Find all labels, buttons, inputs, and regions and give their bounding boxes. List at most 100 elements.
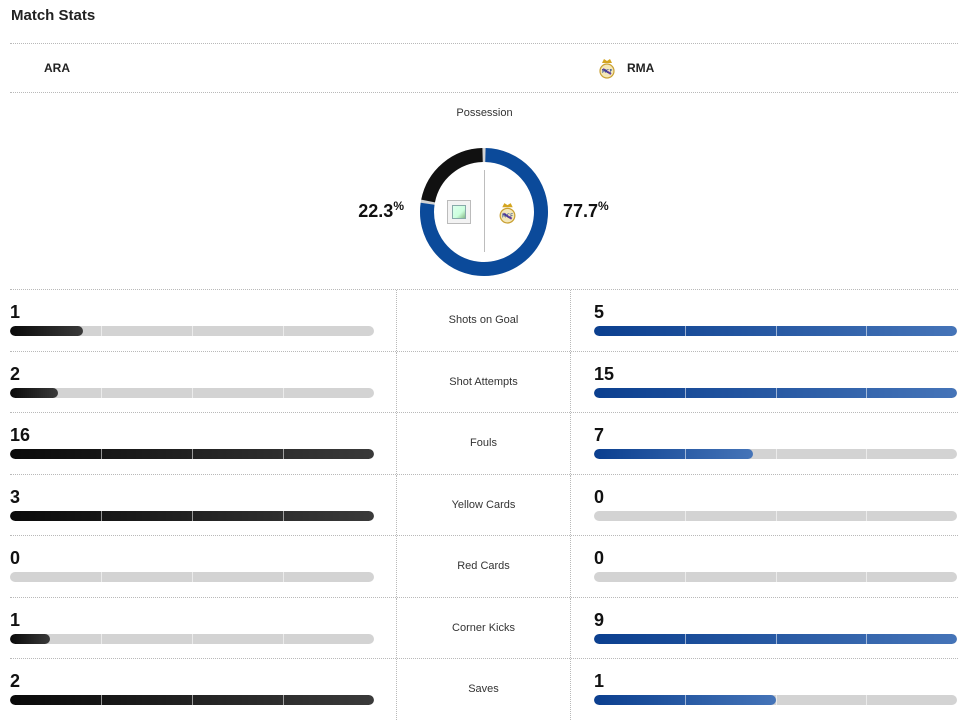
bar-tick: [283, 449, 284, 459]
stat-home-bar-fill: [10, 326, 83, 336]
stat-away-bar: [594, 326, 957, 336]
bar-tick: [192, 449, 193, 459]
bar-tick: [283, 510, 284, 521]
bar-tick: [101, 633, 102, 644]
stat-home-bar: [10, 387, 374, 398]
bar-tick: [192, 695, 193, 705]
bar-tick: [866, 326, 868, 336]
bar-tick: [192, 326, 193, 336]
possession-away-value: 77.7%: [563, 199, 609, 221]
stat-home-value: 2: [10, 671, 21, 691]
real-madrid-crest-icon: MCF: [499, 203, 516, 224]
bar-tick: [101, 387, 102, 398]
stat-label: Fouls: [396, 413, 571, 474]
stat-away-value: 0: [594, 486, 605, 507]
stat-home-bar-fill: [10, 633, 51, 644]
stat-away-value: 1: [594, 671, 605, 691]
bar-tick: [101, 572, 102, 582]
bar-tick: [192, 633, 193, 644]
possession-arc-away: [420, 148, 548, 276]
stat-away-bar: [594, 572, 957, 582]
stat-row: 3 Yellow Cards 0: [10, 473, 958, 535]
stat-home-bar: [10, 449, 374, 459]
bar-tick: [283, 326, 284, 336]
real-madrid-crest-icon: MCF: [599, 59, 615, 79]
stat-label: Shots on Goal: [396, 290, 571, 351]
stat-home-bar-fill: [10, 387, 59, 398]
bar-tick: [775, 633, 777, 644]
bar-tick: [192, 387, 193, 398]
stat-row: 1 Corner Kicks 9: [10, 596, 958, 658]
stat-label: Saves: [396, 659, 571, 720]
svg-text:MCF: MCF: [602, 69, 613, 75]
stat-home-bar: [10, 695, 374, 705]
stat-away-bar: [594, 449, 957, 459]
bar-tick: [866, 572, 868, 582]
stat-home-bar: [10, 572, 374, 582]
stat-row: 2 Shot Attempts 15: [10, 350, 958, 412]
possession-divider: [484, 170, 485, 252]
stat-away-bar: [594, 633, 957, 644]
bar-tick: [866, 695, 868, 705]
stat-away-bar: [594, 510, 957, 521]
stat-row: 0 Red Cards 0: [10, 535, 958, 597]
bar-tick: [684, 510, 686, 521]
bar-tick: [192, 572, 193, 582]
stat-label: Corner Kicks: [396, 597, 571, 658]
home-team-abbr: ARA: [44, 61, 70, 75]
bar-tick: [684, 633, 686, 644]
stat-label: Yellow Cards: [396, 474, 571, 535]
bar-tick: [775, 695, 777, 705]
page-title: Match Stats: [11, 7, 96, 24]
stats-table: 1 Shots on Goal 5 2 Shot Attempts 15 16 Fouls 7 3…: [10, 289, 958, 720]
svg-text:MCF: MCF: [502, 214, 513, 220]
divider: [10, 43, 958, 44]
bar-tick: [684, 387, 686, 398]
bar-tick: [775, 510, 777, 521]
bar-tick: [283, 387, 284, 398]
bar-tick: [866, 510, 868, 521]
bar-tick: [101, 449, 102, 459]
stat-home-value: 1: [10, 609, 21, 630]
stat-home-value: 16: [10, 425, 31, 445]
bar-tick: [775, 572, 777, 582]
bar-tick: [866, 633, 868, 644]
bar-tick: [283, 695, 284, 705]
away-team-abbr: RMA: [627, 61, 655, 75]
bar-tick: [775, 387, 777, 398]
stat-home-bar: [10, 510, 374, 521]
stat-row: 2 Saves 1: [10, 658, 958, 720]
stat-away-bar: [594, 695, 957, 705]
possession-donut-chart: [420, 148, 548, 276]
stat-away-bar: [594, 387, 957, 398]
stat-row: 16 Fouls 7: [10, 412, 958, 474]
stat-row: 1 Shots on Goal 5: [10, 289, 958, 351]
possession-home-value: 22.3%: [358, 199, 404, 221]
stat-away-value: 9: [594, 609, 605, 630]
broken-image-icon: [447, 200, 471, 224]
bar-tick: [684, 695, 686, 705]
stat-label: Shot Attempts: [396, 351, 571, 412]
bar-tick: [775, 326, 777, 336]
stat-label: Red Cards: [396, 536, 571, 597]
stat-away-value: 15: [594, 363, 615, 384]
bar-tick: [101, 326, 102, 336]
bar-tick: [684, 572, 686, 582]
stat-away-bar-fill: [594, 449, 753, 459]
bar-tick: [866, 449, 868, 459]
stat-home-bar: [10, 326, 374, 336]
stat-home-value: 0: [10, 548, 21, 568]
bar-tick: [866, 387, 868, 398]
bar-tick: [101, 695, 102, 705]
stat-away-value: 7: [594, 425, 605, 445]
bar-tick: [684, 449, 686, 459]
possession-label: Possession: [456, 107, 513, 119]
stat-away-value: 0: [594, 548, 605, 568]
bar-tick: [192, 510, 193, 521]
possession-arc-home: [421, 148, 484, 203]
bar-tick: [684, 326, 686, 336]
divider: [10, 92, 958, 93]
stat-away-value: 5: [594, 302, 605, 322]
bar-tick: [283, 572, 284, 582]
bar-tick: [283, 633, 284, 644]
